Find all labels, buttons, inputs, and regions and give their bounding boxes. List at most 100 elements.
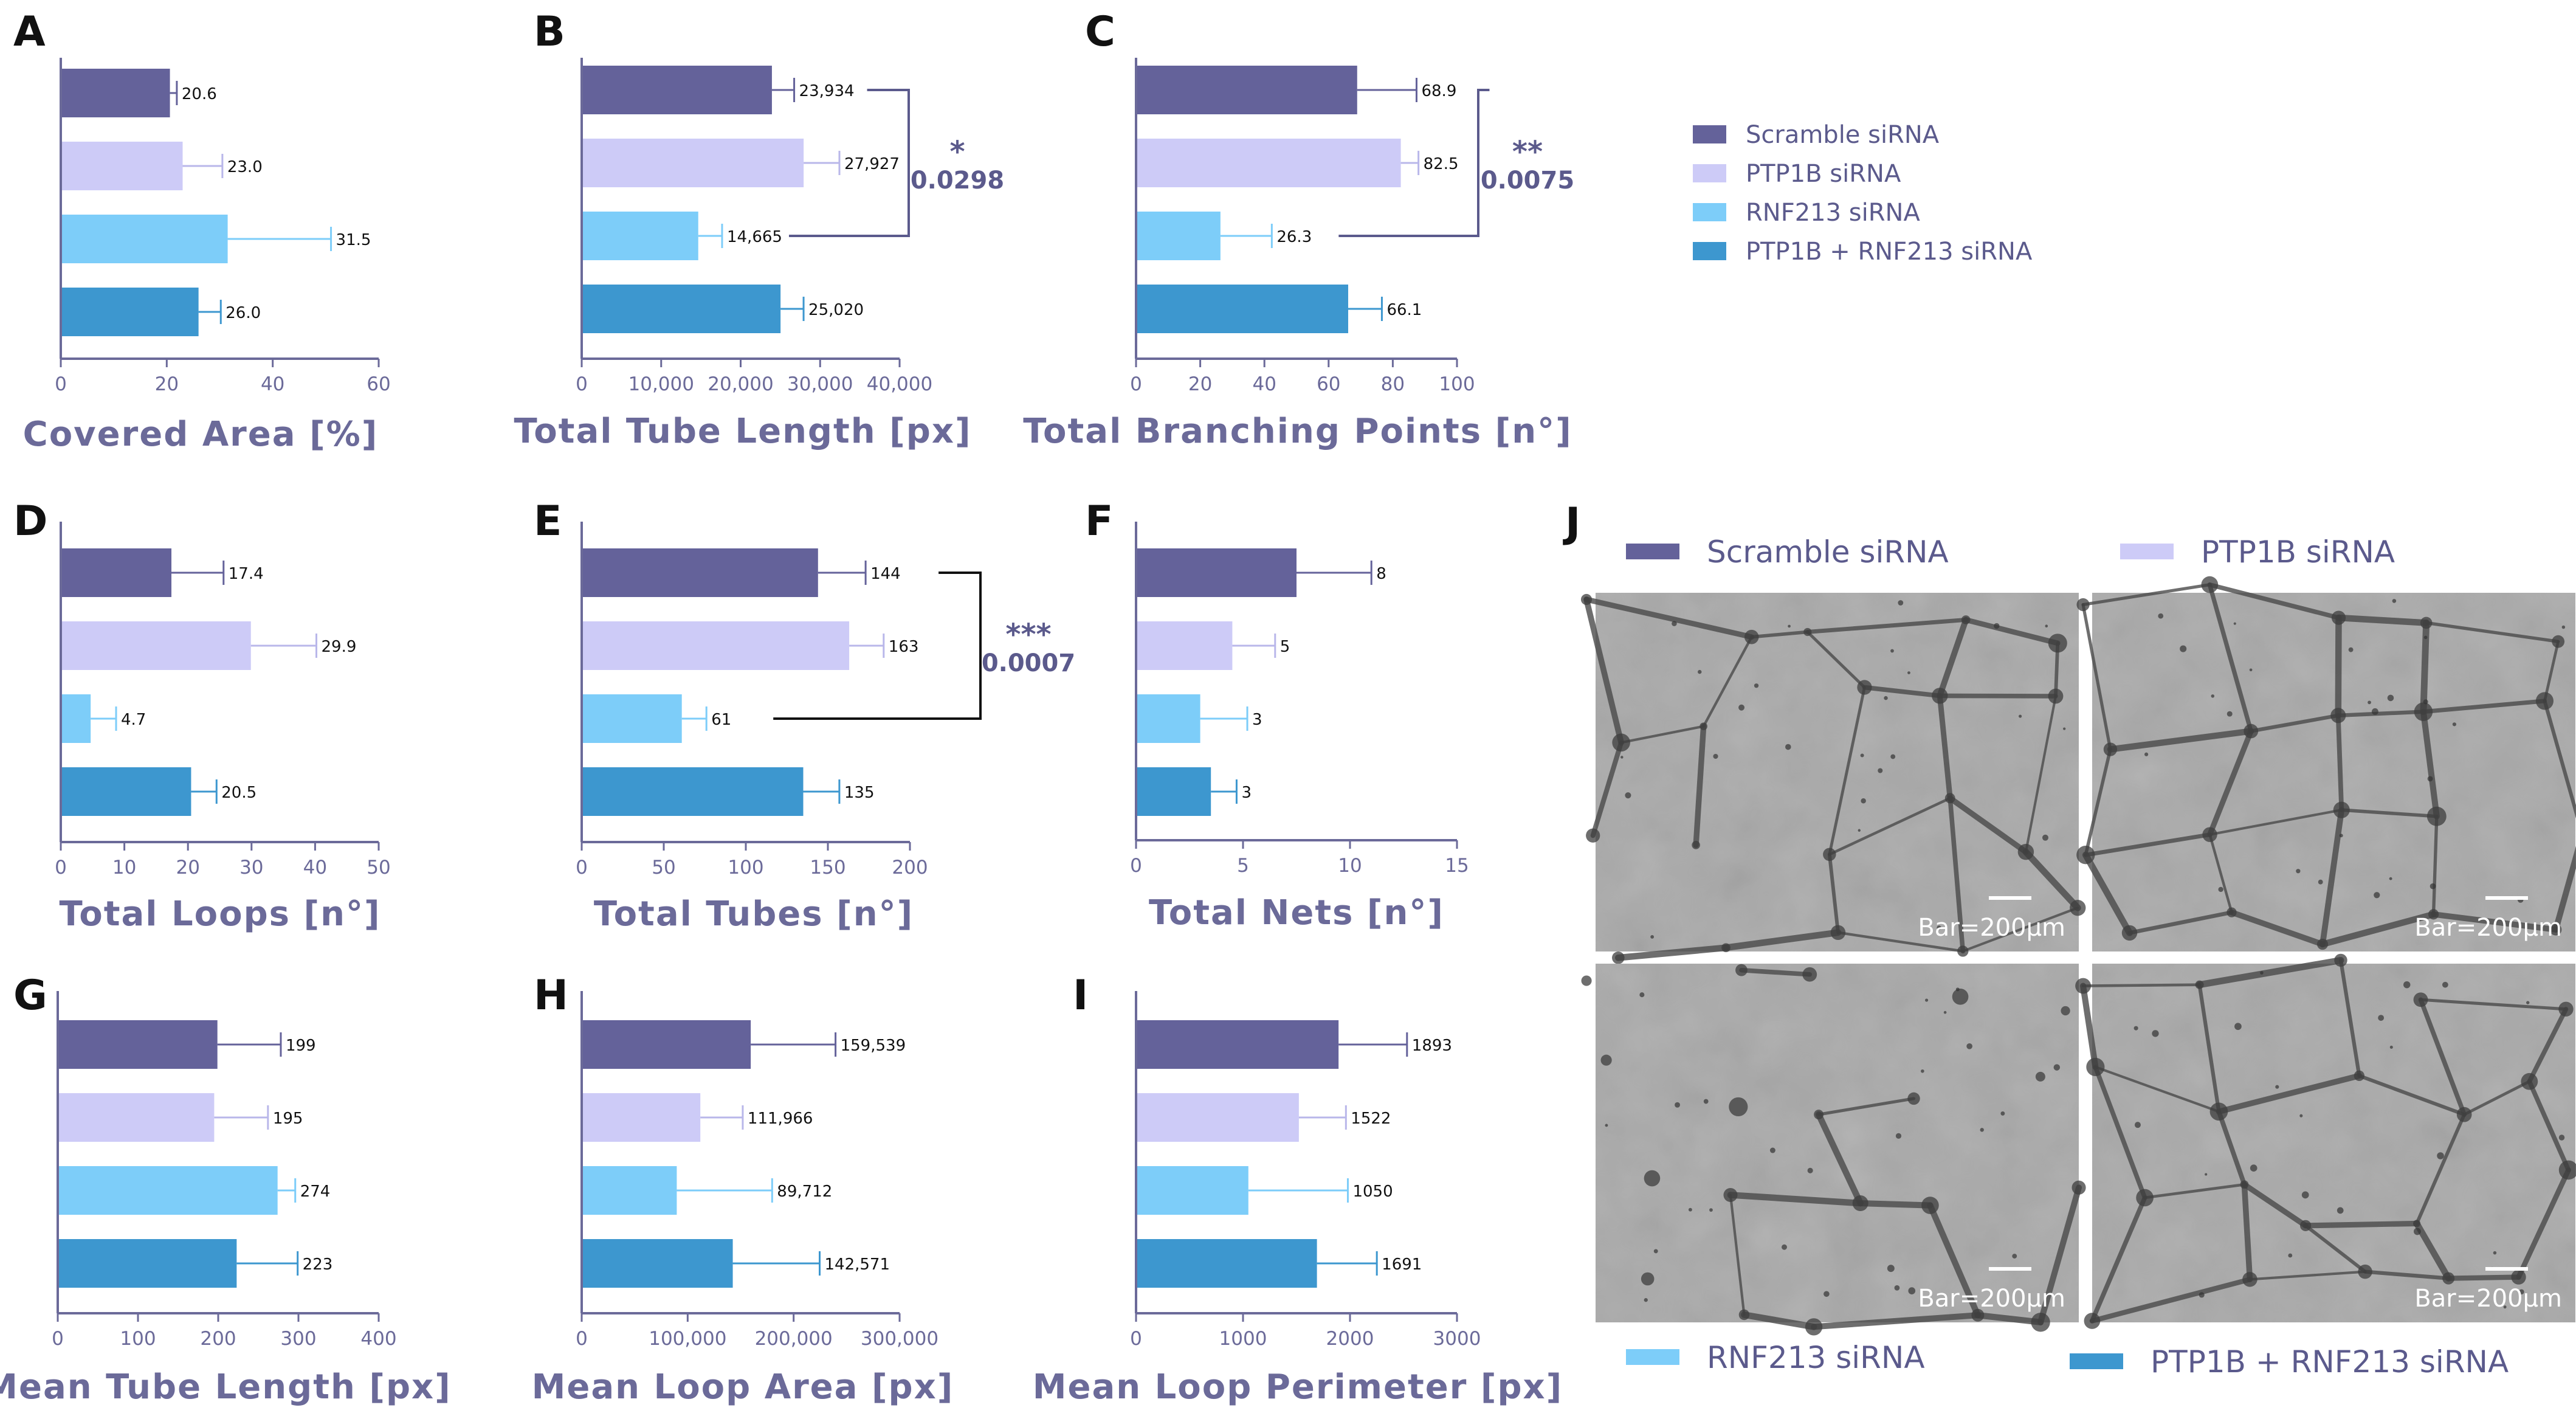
bar-rnf213-sirna bbox=[582, 694, 682, 743]
bar-ptp1b-rnf213-sirna bbox=[61, 767, 191, 816]
value-label-ptp1b-rnf213-sirna: 142,571 bbox=[825, 1255, 890, 1274]
panel-letter-d: D bbox=[13, 497, 47, 545]
panel-letter-a: A bbox=[13, 8, 46, 56]
x-tick-label: 40 bbox=[261, 373, 284, 395]
x-tick-label: 100,000 bbox=[649, 1328, 726, 1350]
error-bar-rnf213-sirna bbox=[1220, 224, 1273, 248]
x-tick-label: 100 bbox=[728, 857, 763, 879]
legend-label: Scramble siRNA bbox=[1707, 534, 1949, 570]
significance-bracket bbox=[788, 89, 910, 237]
error-bar-ptp1b-rnf213-sirna bbox=[191, 779, 218, 804]
value-label-rnf213-sirna: 3 bbox=[1252, 711, 1262, 729]
bar-ptp1b-rnf213-sirna bbox=[582, 767, 804, 816]
bar-ptp1b-sirna bbox=[61, 621, 251, 670]
panel-letter-j: J bbox=[1563, 499, 1580, 547]
x-tick-label: 5 bbox=[1237, 855, 1249, 877]
error-bar-ptp1b-sirna bbox=[1400, 151, 1420, 175]
x-tick-label: 200,000 bbox=[755, 1328, 833, 1350]
legend-item-scramble-sirna: Scramble siRNA bbox=[1693, 121, 1940, 149]
p-value: 0.0075 bbox=[1481, 167, 1574, 195]
error-bar-rnf213-sirna bbox=[277, 1178, 297, 1203]
scale-bar-label: Bar=200μm bbox=[2414, 914, 2562, 942]
x-tick-label: 200 bbox=[892, 857, 928, 879]
bar-scramble-sirna bbox=[582, 548, 818, 597]
chart-panel-c: C 68.9 82.5 26.3 66.1 0 20 40 60 80 100 Total Branc… bbox=[1023, 8, 1574, 451]
error-bar-rnf213-sirna bbox=[681, 706, 708, 731]
p-value: 0.0298 bbox=[911, 167, 1004, 195]
value-label-rnf213-sirna: 61 bbox=[711, 711, 731, 729]
bar-rnf213-sirna bbox=[1136, 694, 1200, 743]
error-bar-rnf213-sirna bbox=[1200, 706, 1248, 731]
x-tick-label: 20 bbox=[176, 857, 199, 879]
chart-panels: A 20.6 23.0 31.5 26.0 0 20 40 60 Covered Area [%]… bbox=[0, 8, 1574, 1407]
error-bar-ptp1b-rnf213-sirna bbox=[198, 300, 222, 324]
error-bar-ptp1b-sirna bbox=[182, 154, 224, 178]
value-label-ptp1b-rnf213-sirna: 1691 bbox=[1382, 1255, 1422, 1274]
error-bar-ptp1b-rnf213-sirna bbox=[1211, 779, 1238, 804]
panel-j-legend-ptp1b-sirna: PTP1B siRNA bbox=[2120, 534, 2395, 570]
legend-swatch bbox=[1693, 164, 1726, 182]
x-tick-label: 80 bbox=[1381, 373, 1405, 395]
error-bar-ptp1b-rnf213-sirna bbox=[732, 1251, 821, 1276]
x-tick-label: 0 bbox=[52, 1328, 64, 1350]
x-tick-label: 20 bbox=[1188, 373, 1212, 395]
chart-panel-g: G 199 195 274 223 0 100 200 300 400 Mean Tube Leng… bbox=[0, 972, 450, 1407]
scale-bar-label: Bar=200μm bbox=[1918, 1285, 2065, 1313]
error-bar-rnf213-sirna bbox=[227, 227, 332, 251]
value-label-scramble-sirna: 199 bbox=[286, 1037, 316, 1055]
bar-ptp1b-rnf213-sirna bbox=[61, 288, 199, 336]
chart-panel-i: I 1893 1522 1050 1691 0 1000 2000 3000 Mean Loop … bbox=[1033, 972, 1563, 1407]
micrograph-grid: Bar=200μm Bar=200μm Bar=200μm Bar=200μm bbox=[1580, 576, 2576, 1336]
value-label-ptp1b-sirna: 111,966 bbox=[748, 1110, 813, 1128]
bar-ptp1b-sirna bbox=[58, 1093, 215, 1142]
error-bar-rnf213-sirna bbox=[698, 224, 723, 248]
bar-ptp1b-sirna bbox=[582, 621, 850, 670]
scale-bar-label: Bar=200μm bbox=[2414, 1285, 2562, 1313]
value-label-scramble-sirna: 68.9 bbox=[1421, 82, 1456, 100]
x-tick-label: 0 bbox=[1130, 1328, 1142, 1350]
x-tick-label: 60 bbox=[1317, 373, 1340, 395]
vessel-network bbox=[1580, 593, 2086, 964]
legend-label: PTP1B + RNF213 siRNA bbox=[2151, 1344, 2509, 1380]
bar-scramble-sirna bbox=[1136, 66, 1357, 114]
significance-bracket bbox=[1338, 89, 1490, 237]
x-axis-title: Total Tubes [n°] bbox=[594, 894, 914, 934]
value-label-ptp1b-sirna: 27,927 bbox=[844, 155, 900, 173]
panel-letter-c: C bbox=[1085, 8, 1115, 56]
error-bar-ptp1b-sirna bbox=[1232, 634, 1276, 658]
significance-stars: ** bbox=[1512, 135, 1543, 169]
legend-label: PTP1B siRNA bbox=[1746, 160, 1901, 188]
bar-ptp1b-rnf213-sirna bbox=[1136, 1239, 1317, 1288]
value-label-ptp1b-rnf213-sirna: 20.5 bbox=[221, 784, 257, 802]
x-tick-label: 0 bbox=[576, 857, 588, 879]
panel-letter-e: E bbox=[534, 497, 562, 545]
value-label-scramble-sirna: 17.4 bbox=[229, 565, 264, 583]
bar-ptp1b-rnf213-sirna bbox=[58, 1239, 237, 1288]
panel-letter-f: F bbox=[1085, 497, 1113, 545]
x-axis-title: Mean Loop Perimeter [px] bbox=[1033, 1367, 1563, 1407]
value-label-ptp1b-sirna: 5 bbox=[1280, 638, 1290, 656]
value-label-ptp1b-rnf213-sirna: 25,020 bbox=[808, 301, 864, 319]
x-tick-label: 0 bbox=[55, 857, 67, 879]
value-label-scramble-sirna: 1893 bbox=[1412, 1037, 1452, 1055]
x-tick-label: 10 bbox=[112, 857, 136, 879]
x-tick-label: 0 bbox=[55, 373, 67, 395]
bar-scramble-sirna bbox=[58, 1020, 218, 1069]
x-tick-label: 0 bbox=[1130, 373, 1142, 395]
error-bar-ptp1b-rnf213-sirna bbox=[780, 297, 805, 321]
x-tick-label: 50 bbox=[652, 857, 675, 879]
bar-scramble-sirna bbox=[1136, 548, 1297, 597]
value-label-scramble-sirna: 159,539 bbox=[841, 1037, 906, 1055]
error-bar-ptp1b-sirna bbox=[804, 151, 841, 175]
error-bar-scramble-sirna bbox=[1338, 1032, 1408, 1057]
error-bar-scramble-sirna bbox=[818, 561, 867, 585]
legend-label: RNF213 siRNA bbox=[1707, 1340, 1925, 1375]
legend-swatch bbox=[2120, 544, 2174, 559]
error-bar-ptp1b-rnf213-sirna bbox=[803, 779, 841, 804]
x-tick-label: 300,000 bbox=[861, 1328, 938, 1350]
bar-scramble-sirna bbox=[61, 69, 170, 117]
bar-rnf213-sirna bbox=[61, 694, 91, 743]
panel-letter-b: B bbox=[534, 8, 565, 56]
value-label-ptp1b-sirna: 29.9 bbox=[321, 638, 356, 656]
bar-scramble-sirna bbox=[1136, 1020, 1339, 1069]
